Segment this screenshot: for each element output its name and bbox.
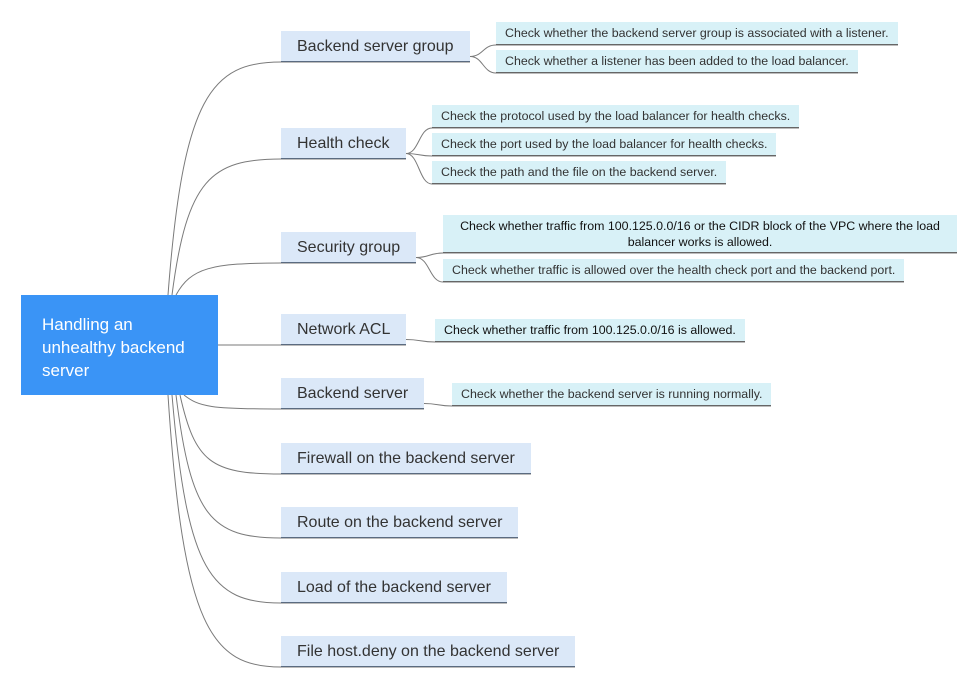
root-connector: [167, 394, 575, 668]
leaf-connector: [405, 339, 745, 343]
check-server-group-listener[interactable]: Check whether the backend server group i…: [496, 22, 898, 45]
check-health-protocol[interactable]: Check the protocol used by the load bala…: [432, 105, 800, 128]
branch-backend-server[interactable]: Backend server: [281, 378, 425, 409]
leaf-connector: [405, 153, 726, 185]
check-health-port[interactable]: Check the port used by the load balancer…: [432, 133, 777, 156]
check-listener-added[interactable]: Check whether a listener has been added …: [496, 50, 858, 73]
root-connector: [175, 394, 518, 539]
root-topic[interactable]: Handling an unhealthy backend server: [21, 295, 218, 395]
root-connector: [175, 262, 416, 296]
root-connector: [167, 61, 470, 296]
leaf-connector: [415, 257, 904, 283]
root-connector: [171, 394, 507, 604]
branch-firewall[interactable]: Firewall on the backend server: [281, 443, 531, 474]
branch-route[interactable]: Route on the backend server: [281, 507, 519, 538]
check-traffic-ports[interactable]: Check whether traffic is allowed over th…: [443, 259, 905, 282]
check-path-file[interactable]: Check the path and the file on the backe…: [432, 161, 727, 184]
root-connector: [179, 394, 531, 475]
branch-host-deny[interactable]: File host.deny on the backend server: [281, 636, 576, 667]
leaf-connector: [469, 44, 898, 57]
check-acl-traffic[interactable]: Check whether traffic from 100.125.0.0/1…: [435, 319, 745, 342]
leaf-connector: [405, 153, 776, 157]
leaf-connector: [415, 252, 957, 258]
branch-network-acl[interactable]: Network ACL: [281, 314, 407, 345]
leaf-connector: [405, 127, 799, 154]
branch-security-group[interactable]: Security group: [281, 232, 417, 263]
check-server-running[interactable]: Check whether the backend server is runn…: [452, 383, 772, 406]
root-connector: [171, 158, 406, 296]
branch-load[interactable]: Load of the backend server: [281, 572, 507, 603]
leaf-connector: [469, 56, 858, 74]
branch-health-check[interactable]: Health check: [281, 128, 406, 159]
check-traffic-cidr-vpc[interactable]: Check whether traffic from 100.125.0.0/1…: [443, 215, 957, 253]
root-connector: [183, 394, 424, 410]
branch-backend-server-group[interactable]: Backend server group: [281, 31, 470, 62]
leaf-connector: [423, 403, 771, 407]
